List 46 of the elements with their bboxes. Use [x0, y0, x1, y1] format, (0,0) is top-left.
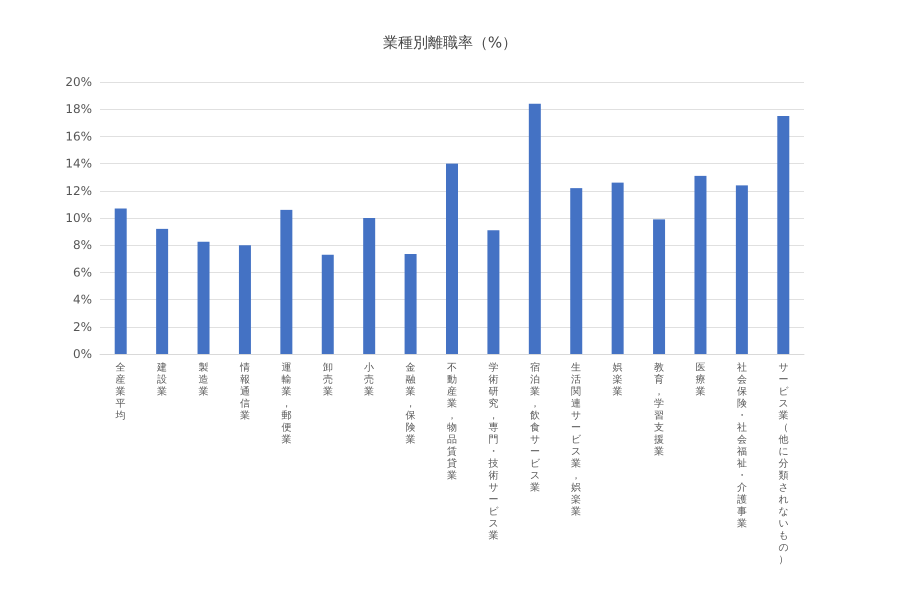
y-tick-label: 18% [65, 102, 92, 116]
category-label: 学術研究，専門・技術サービス業 [488, 362, 498, 542]
x-tick-label: 卸売業 [322, 362, 333, 398]
bar [156, 228, 168, 354]
y-tick-label: 4% [72, 292, 92, 307]
category-label: 生活関連サービス業，娯楽業 [571, 362, 582, 518]
bar [280, 210, 292, 354]
bar [404, 254, 417, 354]
x-tick-label: 建設業 [156, 362, 168, 398]
bar [446, 164, 458, 354]
bar [322, 254, 334, 354]
chart-title: 業種別離職率（%） [382, 34, 518, 52]
bar [487, 230, 500, 354]
bar [238, 245, 251, 354]
x-tick-label: 小売業 [364, 362, 374, 398]
bar [653, 219, 666, 354]
category-label: 社会保険・社会福祉・介護事業 [736, 362, 747, 530]
y-tick-label: 10% [65, 211, 92, 225]
x-tick-label: 娯楽業 [612, 362, 623, 398]
bar [736, 185, 748, 354]
bar [777, 116, 790, 354]
x-tick-label: 教育，学習支援業 [654, 362, 664, 458]
y-tick-label: 8% [72, 238, 92, 252]
y-tick-label: 14% [65, 156, 92, 171]
y-tick-label: 2% [72, 320, 92, 334]
category-label: 宿泊業，飲食サービス業 [530, 362, 540, 494]
bar [694, 176, 706, 354]
bar [612, 182, 624, 354]
y-tick-label: 16% [65, 129, 92, 144]
category-label: 不動産業，物品賃貸業 [447, 362, 457, 482]
category-label: サービス業（他に分類されないもの） [778, 362, 788, 566]
y-tick-label: 20% [65, 75, 92, 89]
y-tick-label: 12% [65, 184, 92, 198]
bar [528, 104, 541, 354]
x-tick-label: 製造業 [198, 362, 209, 398]
x-tick-label: 運輸業，郵便業 [281, 362, 292, 446]
x-tick-label: 金融業，保険業 [406, 362, 416, 446]
x-tick-label: 全産業平均 [114, 362, 126, 422]
x-tick-label: 医療業 [695, 362, 706, 398]
bar [363, 218, 376, 354]
y-tick-label: 0% [72, 347, 92, 361]
x-tick-label: 情報通信業 [238, 362, 250, 422]
bar [198, 242, 210, 354]
y-tick-label: 6% [72, 265, 92, 280]
bar [114, 208, 127, 354]
bar [570, 188, 582, 354]
